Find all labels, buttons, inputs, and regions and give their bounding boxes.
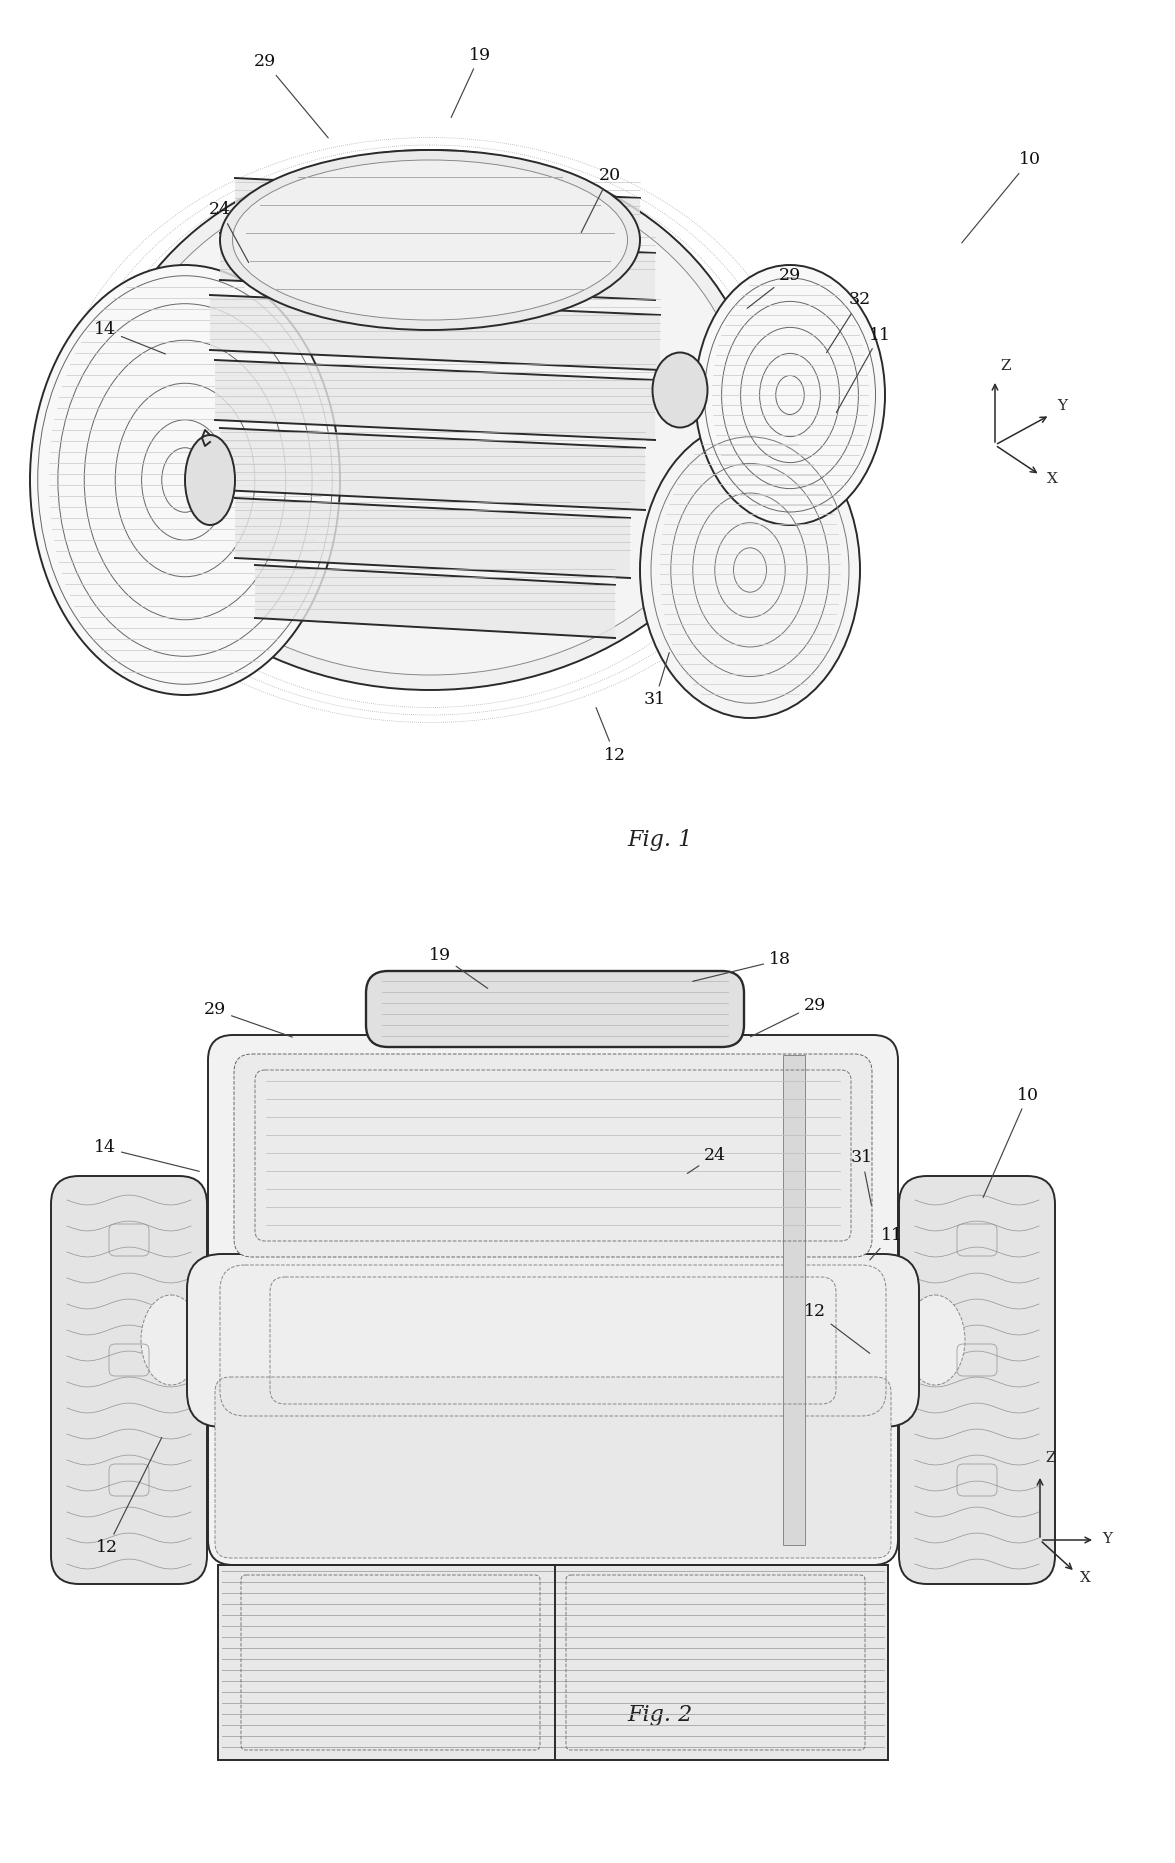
Text: 10: 10 <box>962 151 1041 242</box>
Ellipse shape <box>184 434 235 525</box>
FancyBboxPatch shape <box>208 1036 898 1565</box>
Text: Y: Y <box>1102 1531 1112 1546</box>
FancyBboxPatch shape <box>365 971 744 1047</box>
Polygon shape <box>235 497 630 578</box>
Text: Fig. 1: Fig. 1 <box>627 829 692 851</box>
Text: 29: 29 <box>747 266 801 307</box>
Polygon shape <box>210 294 660 371</box>
Text: 29: 29 <box>751 997 826 1038</box>
Polygon shape <box>215 360 654 440</box>
Text: 12: 12 <box>596 708 626 764</box>
Text: 14: 14 <box>94 322 166 354</box>
Ellipse shape <box>141 1295 201 1384</box>
Text: 31: 31 <box>851 1149 873 1205</box>
Bar <box>783 1054 805 1544</box>
Text: 19: 19 <box>429 946 488 989</box>
FancyBboxPatch shape <box>51 1176 207 1584</box>
Ellipse shape <box>100 151 760 689</box>
Text: X: X <box>1047 471 1058 486</box>
Text: 10: 10 <box>983 1086 1039 1198</box>
Text: 29: 29 <box>254 54 328 138</box>
FancyBboxPatch shape <box>215 1377 891 1557</box>
Ellipse shape <box>31 265 340 695</box>
Ellipse shape <box>233 160 627 320</box>
Bar <box>219 1565 888 1761</box>
FancyBboxPatch shape <box>234 1054 872 1258</box>
Text: 19: 19 <box>451 47 491 117</box>
Ellipse shape <box>220 151 640 330</box>
Polygon shape <box>220 233 654 300</box>
Text: 18: 18 <box>693 952 791 982</box>
FancyBboxPatch shape <box>899 1176 1055 1584</box>
Ellipse shape <box>640 423 860 717</box>
FancyBboxPatch shape <box>187 1254 919 1427</box>
Text: 24: 24 <box>209 201 249 263</box>
Text: 12: 12 <box>804 1304 870 1353</box>
Text: 31: 31 <box>644 652 670 708</box>
Polygon shape <box>235 179 640 238</box>
Text: 29: 29 <box>204 1002 293 1038</box>
Ellipse shape <box>694 265 885 525</box>
Text: X: X <box>1080 1571 1090 1585</box>
Ellipse shape <box>652 352 707 427</box>
Polygon shape <box>255 564 615 637</box>
Polygon shape <box>220 428 645 510</box>
Text: Fig. 2: Fig. 2 <box>627 1705 692 1725</box>
Text: Z: Z <box>1000 360 1010 373</box>
Text: 11: 11 <box>870 1226 904 1259</box>
Text: 14: 14 <box>94 1140 200 1172</box>
Text: Z: Z <box>1045 1451 1055 1464</box>
Text: 32: 32 <box>826 291 871 352</box>
Ellipse shape <box>905 1295 965 1384</box>
Text: 12: 12 <box>96 1438 162 1556</box>
Ellipse shape <box>115 166 745 674</box>
Text: Y: Y <box>1058 399 1067 414</box>
Text: 24: 24 <box>687 1146 726 1174</box>
Text: 20: 20 <box>582 166 622 233</box>
Text: 11: 11 <box>837 326 891 412</box>
